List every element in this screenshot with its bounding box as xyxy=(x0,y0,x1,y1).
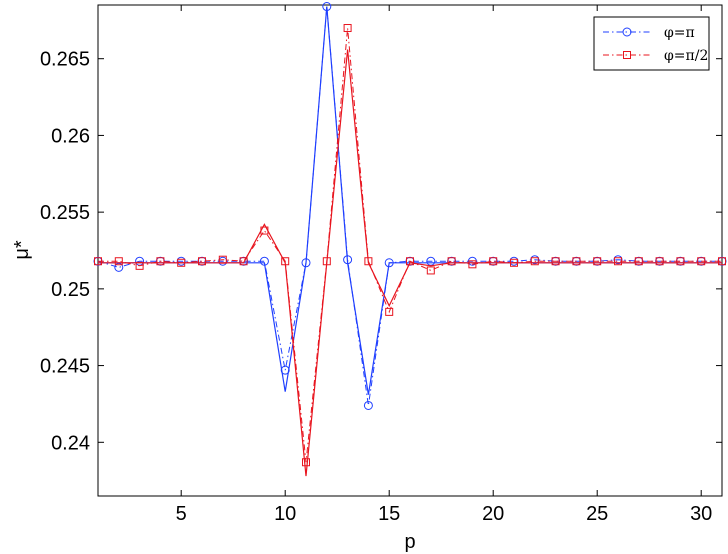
y-tick-label: 0.26 xyxy=(51,125,90,147)
series-2-dashdot-line xyxy=(98,27,722,463)
series-2-point xyxy=(218,255,227,264)
y-tick-label: 0.265 xyxy=(40,49,90,71)
series-2-point xyxy=(655,257,664,266)
series-2-point xyxy=(177,258,186,267)
series-2-point xyxy=(426,266,435,275)
plot-layer xyxy=(93,2,727,477)
series-1-point xyxy=(343,255,353,265)
series-2-point xyxy=(510,258,518,267)
series-2-point xyxy=(281,257,290,266)
legend-entry-series-1-marker xyxy=(622,27,632,37)
series-2-point xyxy=(260,226,269,235)
legend-label-series-1: φ=π xyxy=(664,25,695,41)
series-1-point xyxy=(384,258,394,268)
series-2-point xyxy=(634,257,643,266)
series-2-point xyxy=(572,257,581,266)
x-tick-label: 30 xyxy=(690,503,712,525)
y-tick-label: 0.255 xyxy=(40,202,90,224)
legend: φ=π φ=π/2 xyxy=(593,16,710,71)
series-2-point xyxy=(530,257,539,266)
series-2-point xyxy=(489,257,498,266)
plot-area-frame xyxy=(97,4,723,497)
legend-label-series-2: φ=π/2 xyxy=(664,48,708,64)
series-2-point xyxy=(322,257,331,266)
series-2-point xyxy=(302,458,310,467)
series-1-point xyxy=(322,2,332,12)
series-2-point xyxy=(94,257,102,266)
y-tick-label: 0.25 xyxy=(51,279,90,301)
series-2-point xyxy=(593,257,602,266)
series-2-point xyxy=(468,260,477,269)
y-axis-label: μ* xyxy=(11,240,33,260)
series-2-solid-line xyxy=(98,49,722,477)
series-2-point xyxy=(343,24,352,33)
x-tick-label: 15 xyxy=(378,503,400,525)
series-1-point xyxy=(135,256,145,266)
series-2-point xyxy=(551,257,560,266)
series-2-point xyxy=(697,257,706,266)
series-2-point xyxy=(239,257,248,266)
x-tick-label: 5 xyxy=(176,503,187,525)
series-2-point xyxy=(156,257,165,266)
axis-layer: 5 10 15 20 25 30 0.24 0.245 0.25 0.255 0.26 0.265 xyxy=(40,5,722,525)
series-1-point xyxy=(363,400,373,410)
series-2-point xyxy=(198,257,206,266)
y-tick-label: 0.245 xyxy=(40,356,90,378)
x-tick-label: 20 xyxy=(482,503,504,525)
series-1-dashdot-line xyxy=(97,6,722,406)
series-1-point xyxy=(259,256,269,266)
legend-entries xyxy=(603,27,651,59)
x-tick-label: 10 xyxy=(274,503,296,525)
series-2-point xyxy=(364,257,373,266)
series-1-point xyxy=(280,365,290,375)
series-2-point xyxy=(447,257,456,266)
series-2-point xyxy=(114,257,123,266)
series-2-point xyxy=(676,257,685,266)
series-2-point xyxy=(614,257,622,266)
legend-entry-series-2-marker xyxy=(623,51,631,59)
y-tick-label: 0.24 xyxy=(51,432,90,454)
series-1-point xyxy=(301,258,311,268)
legend-box xyxy=(593,16,710,71)
x-axis-label: p xyxy=(404,531,415,553)
series-2-point xyxy=(135,261,144,270)
x-tick-label: 25 xyxy=(586,503,608,525)
series-2-point xyxy=(406,257,414,266)
series-2-point xyxy=(385,307,394,316)
series-2-point xyxy=(718,257,726,266)
